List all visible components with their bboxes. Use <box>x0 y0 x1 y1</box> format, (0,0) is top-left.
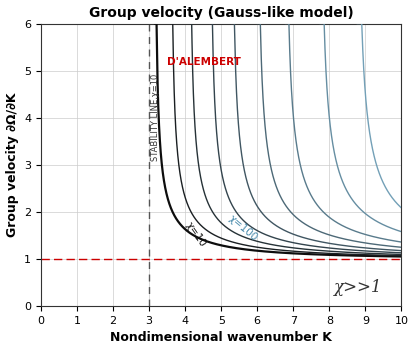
Text: STABILITY LINE,χ=10: STABILITY LINE,χ=10 <box>151 74 159 161</box>
Title: Group velocity (Gauss-like model): Group velocity (Gauss-like model) <box>89 6 353 20</box>
Y-axis label: Group velocity ∂Ω/∂K: Group velocity ∂Ω/∂K <box>5 93 19 237</box>
X-axis label: Nondimensional wavenumber K: Nondimensional wavenumber K <box>110 331 331 344</box>
Text: χ>>1: χ>>1 <box>333 279 382 296</box>
Text: D'ALEMBERT: D'ALEMBERT <box>167 57 240 68</box>
Text: χ=10: χ=10 <box>183 220 207 249</box>
Text: χ=100: χ=100 <box>226 214 259 243</box>
